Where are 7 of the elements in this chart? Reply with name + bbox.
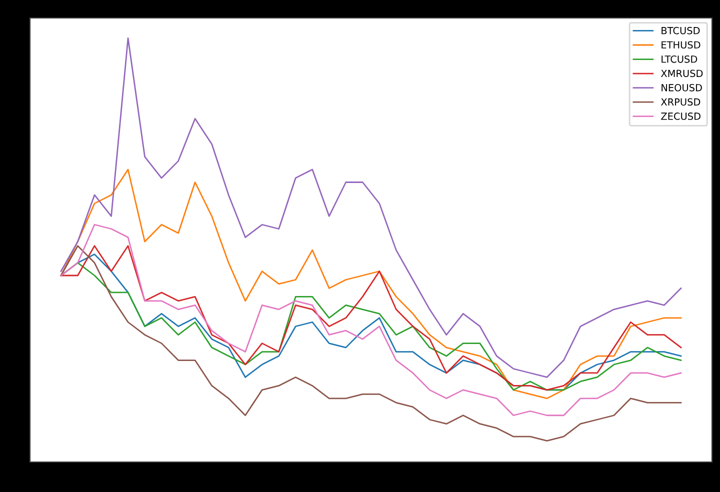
legend-label: ETHUSD [662, 41, 700, 49]
legend-label: NEOUSD [662, 84, 702, 92]
legend-label: BTCUSD [662, 26, 700, 34]
legend-label: LTCUSD [662, 55, 698, 63]
legend-label: XMRUSD [660, 70, 703, 78]
legend-label: XRPUSD [660, 98, 700, 106]
legend-label: ZECUSD [661, 112, 700, 120]
